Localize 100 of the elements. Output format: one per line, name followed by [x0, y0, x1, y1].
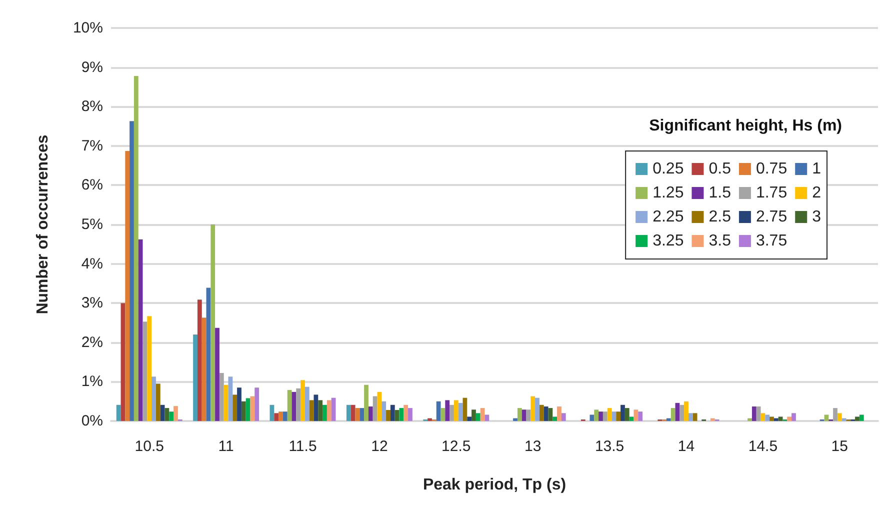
- bar: [296, 388, 301, 421]
- bar: [616, 412, 621, 421]
- legend-label: 1.75: [756, 184, 788, 202]
- bar: [774, 418, 778, 421]
- bar: [440, 408, 446, 421]
- bar: [859, 414, 864, 421]
- bar: [346, 404, 351, 421]
- y-tick-label: 1%: [81, 373, 103, 390]
- bar: [274, 413, 279, 421]
- bar: [666, 418, 671, 421]
- bar: [241, 401, 246, 421]
- bar: [360, 408, 364, 421]
- legend-title: Significant height, Hs (m): [649, 118, 842, 134]
- bar: [174, 406, 178, 421]
- bar: [142, 322, 148, 421]
- bar: [368, 406, 373, 421]
- legend-label: 2.75: [756, 208, 788, 226]
- bar: [467, 416, 472, 421]
- x-tick-label: 12.5: [442, 438, 471, 455]
- bar: [454, 400, 458, 421]
- bar: [404, 404, 408, 421]
- bar: [292, 392, 296, 421]
- bar: [748, 418, 752, 421]
- bar: [837, 413, 842, 421]
- bar: [219, 373, 224, 421]
- bar: [842, 418, 846, 421]
- bar: [684, 401, 688, 421]
- bar: [680, 404, 684, 421]
- bar: [557, 406, 562, 421]
- bar: [765, 414, 770, 421]
- bar: [778, 416, 783, 421]
- bar: [760, 413, 766, 421]
- bar: [855, 416, 860, 421]
- x-tick-label: 11.5: [288, 438, 317, 455]
- bar: [594, 410, 599, 421]
- bar: [202, 318, 206, 421]
- y-tick-label: 9%: [81, 58, 103, 76]
- y-tick-label: 7%: [81, 137, 103, 154]
- x-tick-label: 12: [371, 438, 388, 455]
- bar: [833, 408, 838, 421]
- bar: [364, 384, 368, 421]
- bar: [770, 416, 774, 421]
- bar: [210, 224, 216, 421]
- bar: [169, 412, 174, 421]
- bar: [206, 288, 211, 421]
- x-axis-title: Peak period, Tp (s): [422, 476, 566, 494]
- bar: [544, 406, 548, 421]
- bar: [598, 412, 603, 421]
- bar: [120, 303, 126, 421]
- bar: [522, 410, 526, 421]
- bar: [787, 416, 792, 421]
- bar: [629, 416, 634, 421]
- bar: [314, 394, 318, 421]
- legend-label: 0.25: [652, 160, 684, 178]
- bar: [634, 410, 638, 421]
- bar: [428, 418, 432, 421]
- bar: [612, 412, 616, 421]
- bar: [638, 412, 643, 421]
- bar: [399, 408, 404, 421]
- bar: [752, 406, 756, 421]
- bar: [331, 398, 336, 421]
- bar: [472, 410, 476, 421]
- legend-label: 2.25: [652, 208, 684, 226]
- bar: [237, 388, 242, 421]
- bar: [792, 413, 796, 421]
- bar: [125, 151, 130, 421]
- bar: [300, 380, 305, 421]
- bar: [287, 390, 292, 421]
- legend-label: 3.75: [756, 232, 788, 250]
- bar: [436, 401, 441, 421]
- y-tick-label: 4%: [81, 255, 103, 272]
- bar: [318, 400, 323, 421]
- y-axis-title: Number of occurrences: [34, 134, 52, 314]
- y-tick-label: 3%: [81, 294, 103, 312]
- bar: [517, 408, 522, 421]
- bar: [270, 404, 274, 421]
- bar: [530, 396, 536, 421]
- y-tick-label: 10%: [72, 20, 103, 36]
- bar: [224, 384, 228, 421]
- x-tick-label: 14.5: [748, 438, 778, 455]
- bar: [160, 404, 165, 421]
- x-tick-label: 11: [218, 438, 234, 455]
- bar: [458, 402, 463, 421]
- legend-label: 1: [812, 160, 822, 178]
- bar: [164, 408, 170, 421]
- bar: [484, 414, 490, 421]
- bar: [246, 398, 250, 421]
- legend-label: 3: [812, 208, 822, 226]
- bar: [445, 400, 450, 421]
- bar: [552, 416, 558, 421]
- bar: [138, 239, 143, 421]
- bar: [670, 408, 676, 421]
- y-tick-label: 6%: [81, 176, 103, 194]
- bar: [535, 398, 540, 421]
- x-tick-label: 14: [678, 438, 695, 455]
- bar: [355, 408, 360, 421]
- legend-label: 2.5: [708, 208, 732, 226]
- bar: [756, 406, 761, 421]
- bar: [462, 398, 468, 421]
- y-tick-label: 5%: [81, 216, 103, 233]
